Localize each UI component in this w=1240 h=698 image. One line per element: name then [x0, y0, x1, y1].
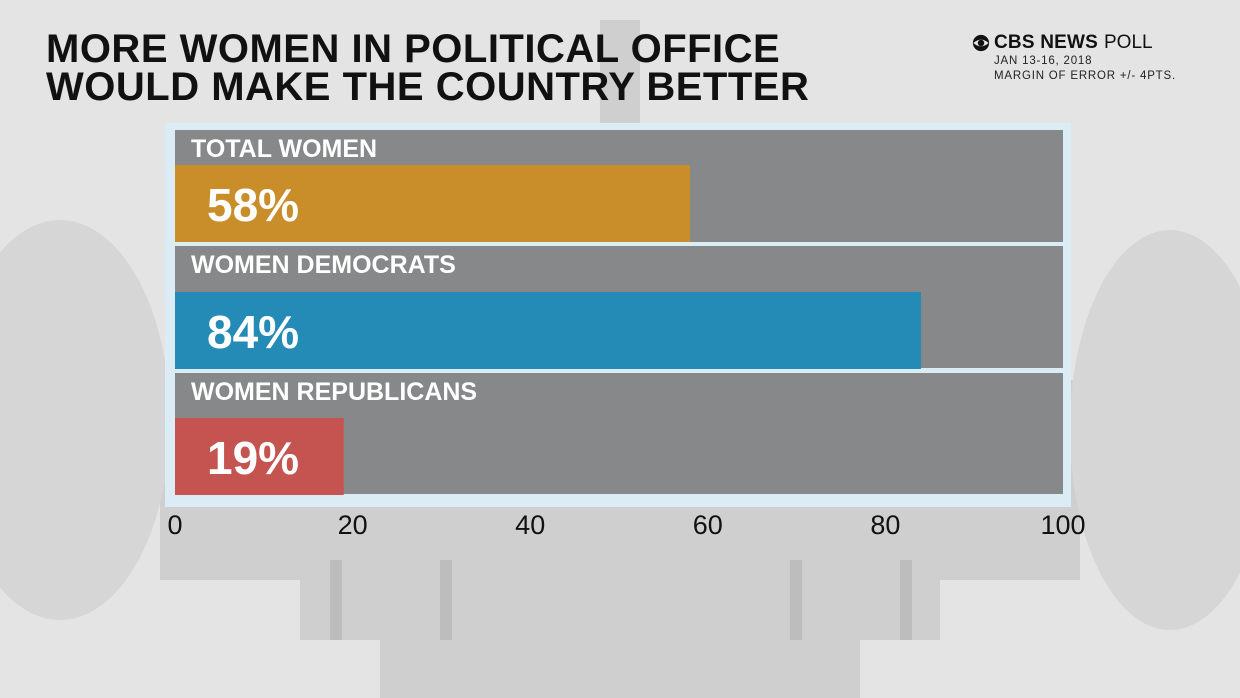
bar-women-democrats: [175, 292, 921, 369]
value-label-women-democrats: 84%: [207, 306, 299, 358]
chart-title-line-2: WOULD MAKE THE COUNTRY BETTER: [46, 65, 810, 109]
x-tick-label: 20: [338, 510, 368, 540]
value-label-total-women: 58%: [207, 179, 299, 231]
poll-dates: JAN 13-16, 2018: [994, 55, 1093, 67]
category-label-women-democrats: WOMEN DEMOCRATS: [191, 251, 456, 279]
category-label-women-republicans: WOMEN REPUBLICANS: [191, 378, 477, 406]
x-tick-label: 60: [693, 510, 723, 540]
brand-row: CBS NEWS POLL: [972, 32, 1222, 54]
bar-total-women: [175, 165, 691, 242]
brand-poll-label: POLL: [1104, 32, 1153, 53]
bar-women-republicans: [175, 418, 344, 495]
x-tick-label: 40: [515, 510, 545, 540]
brand-name: CBS NEWS: [994, 32, 1098, 53]
x-tick-label: 80: [870, 510, 900, 540]
x-tick-label: 100: [1040, 510, 1085, 540]
category-label-total-women: TOTAL WOMEN: [191, 135, 377, 163]
value-label-women-republicans: 19%: [207, 432, 299, 484]
x-tick-label: 0: [167, 510, 182, 540]
brand-block: CBS NEWS POLL JAN 13-16, 2018 MARGIN OF …: [972, 32, 1222, 84]
margin-of-error: MARGIN OF ERROR +/- 4PTS.: [994, 70, 1176, 82]
cbs-eye-icon: [972, 34, 990, 52]
chart-title-line-1: MORE WOMEN IN POLITICAL OFFICE: [46, 27, 781, 71]
chart-title: MORE WOMEN IN POLITICAL OFFICE WOULD MAK…: [46, 27, 906, 109]
